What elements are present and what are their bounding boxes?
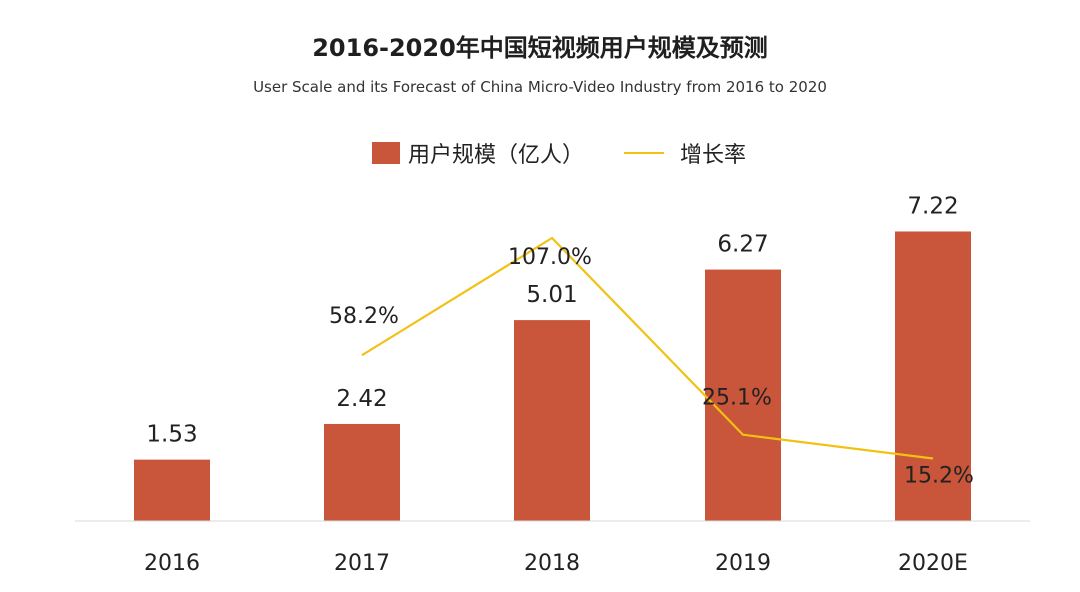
growth-rate-label: 58.2% <box>329 304 399 329</box>
bar-2018 <box>514 320 590 521</box>
labels-layer: 1.53 2.42 5.01 6.27 7.22 58.2% 107.0% 25.1% 15.2… <box>144 193 974 576</box>
legend-label-growth: 增长率 <box>680 143 747 168</box>
bar-value-label: 7.22 <box>907 193 958 219</box>
bar-value-label: 2.42 <box>336 386 387 412</box>
bars-layer <box>134 231 971 521</box>
bar-2016 <box>134 459 210 521</box>
bar-2017 <box>324 423 400 521</box>
x-tick-label: 2018 <box>524 551 580 576</box>
bar-2020E <box>895 231 971 521</box>
x-tick-label: 2019 <box>715 551 771 576</box>
x-tick-label: 2016 <box>144 551 200 576</box>
legend-swatch-users <box>372 142 400 164</box>
growth-rate-label: 25.1% <box>702 386 772 411</box>
bar-value-label: 6.27 <box>717 232 768 258</box>
x-tick-label: 2017 <box>334 551 390 576</box>
chart-title: 2016-2020年中国短视频用户规模及预测 <box>312 34 768 62</box>
growth-rate-line <box>361 236 934 460</box>
bar-value-label: 5.01 <box>526 282 577 308</box>
bar-2019 <box>705 269 781 521</box>
growth-line-layer <box>361 236 934 460</box>
growth-rate-label: 15.2% <box>904 463 974 488</box>
legend-label-users: 用户规模（亿人） <box>408 143 585 168</box>
chart-legend: 用户规模（亿人） 增长率 <box>372 138 746 168</box>
growth-rate-label: 107.0% <box>508 245 592 270</box>
legend-swatch-growth <box>624 152 665 154</box>
chart-subtitle: User Scale and its Forecast of China Mic… <box>253 78 827 96</box>
x-tick-label: 2020E <box>898 551 968 576</box>
bar-value-label: 1.53 <box>146 422 197 448</box>
